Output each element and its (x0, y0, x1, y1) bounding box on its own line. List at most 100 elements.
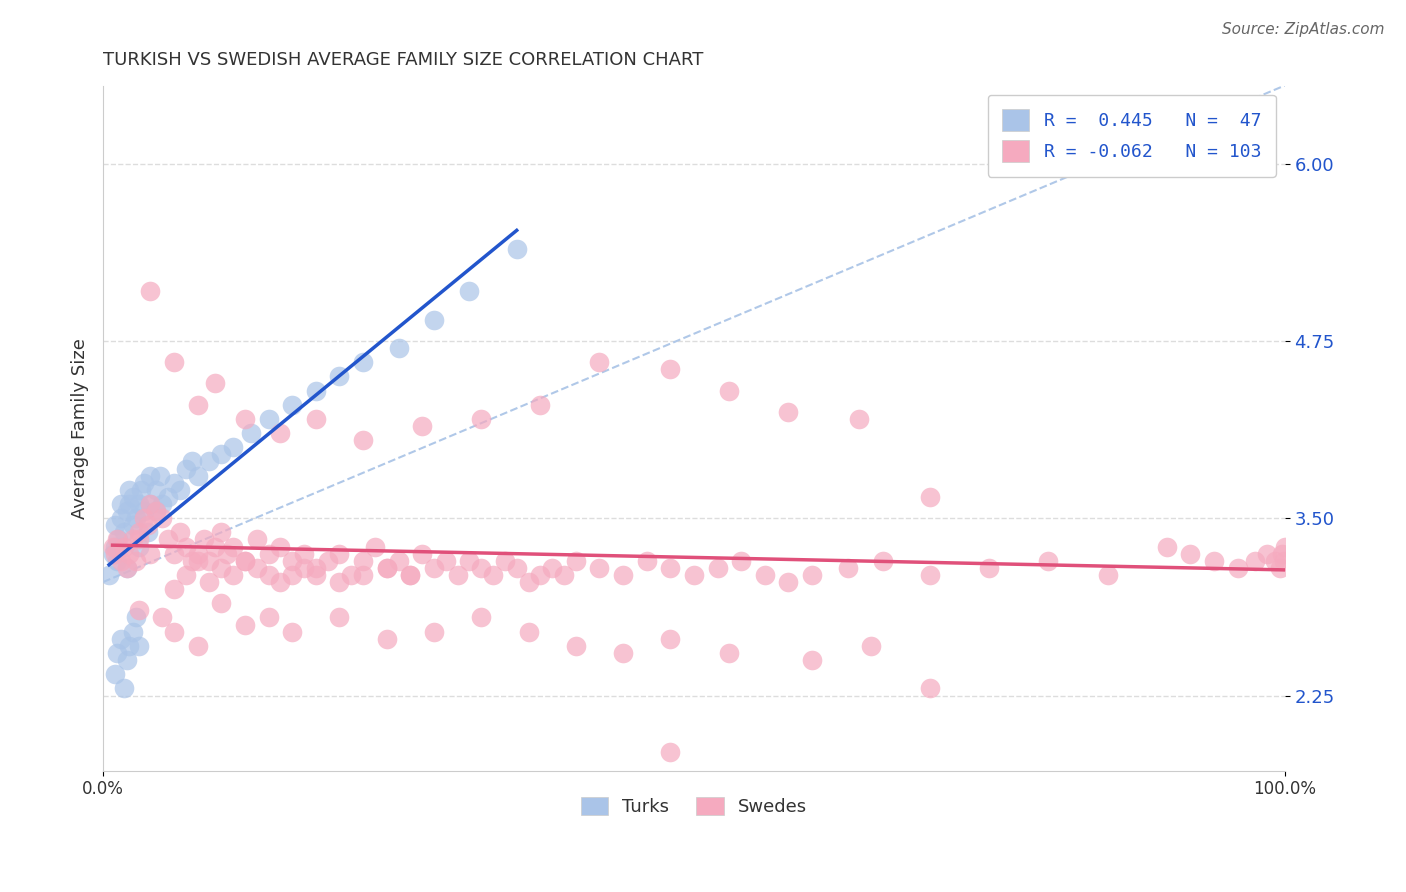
Point (364, 540, 387, 554)
Point (920, 568, 942, 582)
Point (659, 362, 682, 376)
Point (305, 384, 328, 398)
Point (139, 284, 162, 298)
Point (470, 561, 492, 575)
Point (292, 547, 315, 561)
Point (506, 561, 529, 575)
Point (1156, 540, 1178, 554)
Point (163, 547, 186, 561)
Point (683, 568, 706, 582)
Point (118, 497, 141, 511)
Point (174, 540, 197, 554)
Point (112, 540, 135, 554)
Point (659, 745, 682, 759)
Point (269, 540, 291, 554)
Point (121, 624, 143, 639)
Text: TURKISH VS SWEDISH AVERAGE FAMILY SIZE CORRELATION CHART: TURKISH VS SWEDISH AVERAGE FAMILY SIZE C… (103, 51, 703, 69)
Point (128, 540, 150, 554)
Point (399, 568, 422, 582)
Point (257, 568, 280, 582)
Point (718, 384, 741, 398)
Point (446, 568, 468, 582)
Point (801, 653, 824, 667)
Point (163, 582, 186, 596)
Point (125, 511, 148, 525)
Point (139, 468, 162, 483)
Point (118, 639, 141, 653)
Point (104, 667, 127, 681)
Point (541, 561, 564, 575)
Point (292, 561, 315, 575)
Point (105, 533, 128, 547)
Point (163, 624, 186, 639)
Point (470, 610, 492, 624)
Point (1264, 554, 1286, 568)
Point (1097, 568, 1119, 582)
Point (872, 554, 894, 568)
Point (125, 610, 148, 624)
Point (187, 554, 209, 568)
Point (157, 533, 180, 547)
Point (209, 447, 232, 461)
Point (920, 490, 942, 504)
Point (612, 568, 634, 582)
Point (110, 632, 132, 646)
Legend: Turks, Swedes: Turks, Swedes (574, 789, 814, 823)
Point (246, 533, 269, 547)
Point (1202, 554, 1225, 568)
Point (145, 504, 167, 518)
Point (139, 497, 162, 511)
Point (1180, 547, 1202, 561)
Point (837, 561, 859, 575)
Point (659, 561, 682, 575)
Point (129, 483, 152, 497)
Point (107, 533, 129, 547)
Point (233, 412, 256, 426)
Point (187, 468, 209, 483)
Point (281, 554, 304, 568)
Point (269, 426, 291, 441)
Point (174, 568, 197, 582)
Point (1271, 547, 1294, 561)
Point (375, 561, 398, 575)
Point (399, 568, 422, 582)
Point (157, 490, 180, 504)
Point (174, 461, 197, 475)
Point (233, 554, 256, 568)
Point (659, 632, 682, 646)
Y-axis label: Average Family Size: Average Family Size (72, 338, 89, 518)
Point (128, 603, 150, 617)
Point (110, 554, 132, 568)
Point (423, 624, 446, 639)
Point (128, 639, 150, 653)
Point (423, 561, 446, 575)
Point (517, 574, 540, 589)
Point (458, 284, 481, 298)
Point (128, 497, 150, 511)
Point (115, 561, 138, 575)
Point (494, 554, 516, 568)
Point (198, 554, 221, 568)
Point (778, 405, 800, 419)
Point (115, 653, 138, 667)
Point (134, 475, 156, 490)
Point (209, 596, 232, 610)
Point (149, 468, 172, 483)
Point (118, 483, 141, 497)
Point (134, 504, 156, 518)
Point (246, 561, 269, 575)
Point (145, 504, 167, 518)
Point (115, 504, 138, 518)
Point (328, 610, 350, 624)
Point (180, 454, 202, 468)
Point (352, 554, 374, 568)
Point (110, 511, 132, 525)
Point (128, 525, 150, 540)
Point (150, 511, 173, 525)
Point (1038, 554, 1060, 568)
Point (104, 547, 127, 561)
Point (104, 518, 127, 533)
Point (209, 525, 232, 540)
Point (145, 483, 167, 497)
Point (209, 561, 232, 575)
